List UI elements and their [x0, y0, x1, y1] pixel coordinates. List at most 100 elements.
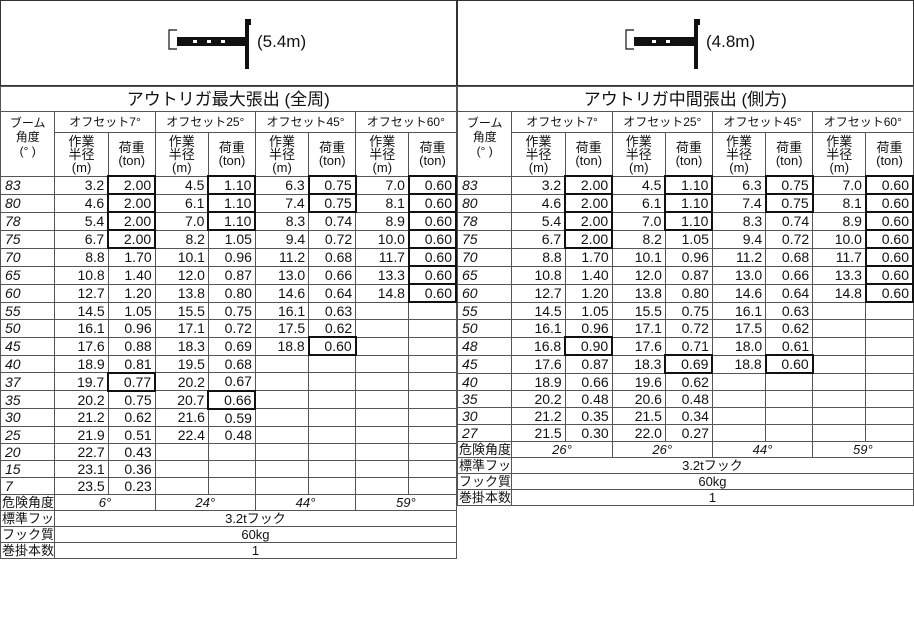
radius-cell: 8.2 [611, 229, 666, 249]
radius-cell [812, 372, 867, 391]
radius-header: 作業 半径 (m) [355, 132, 410, 177]
load-cell [308, 390, 357, 409]
hook-mass-label: フック質量 [0, 525, 56, 543]
radius-cell [812, 424, 867, 442]
boom-angle-cell: 35 [456, 390, 513, 408]
boom-angle-cell: 65 [456, 265, 513, 285]
load-cell: 0.63 [765, 301, 814, 320]
load-cell: 0.62 [107, 408, 156, 427]
radius-cell [812, 319, 867, 338]
radius-cell: 4.5 [611, 175, 666, 195]
boom-angle-cell: 83 [0, 175, 56, 195]
load-cell: 2.00 [564, 193, 614, 213]
radius-cell: 5.4 [511, 211, 566, 231]
boom-diagram-right: (4.8m) [457, 0, 914, 86]
load-cell: 1.40 [564, 265, 613, 285]
table-row: 7 23.5 0.23 [0, 476, 457, 495]
load-cell [408, 336, 457, 356]
radius-cell: 8.8 [54, 247, 109, 267]
danger-angle-value: 26° [611, 441, 713, 458]
radius-cell: 11.7 [355, 247, 410, 267]
standard-hook-row: 標準フック3.2tフック [0, 509, 457, 527]
load-cell [308, 408, 357, 427]
table-row: 83 3.2 2.00 4.5 1.10 6.3 0.75 7.0 0.60 [456, 175, 914, 195]
load-cell: 0.27 [664, 424, 713, 442]
radius-cell: 3.2 [54, 175, 109, 195]
radius-cell: 10.0 [355, 229, 410, 249]
table-row: 35 20.2 0.75 20.7 0.66 [0, 389, 457, 410]
table-row: 48 16.8 0.90 17.6 0.71 18.0 0.61 [456, 336, 914, 356]
load-header: 荷重 (ton) [564, 132, 613, 177]
load-cell [408, 390, 457, 409]
load-header: 荷重 (ton) [408, 132, 457, 177]
table-row: 40 18.9 0.66 19.6 0.62 [456, 372, 914, 391]
load-cell: 1.70 [107, 247, 156, 267]
boom-angle-cell: 75 [0, 229, 56, 249]
radius-cell: 17.5 [254, 319, 310, 338]
boom-length-label: (5.4m) [257, 32, 307, 51]
radius-cell: 14.6 [711, 283, 767, 303]
reeving-count-row: 巻掛本数 1 [0, 541, 457, 559]
boom-angle-cell: 45 [0, 336, 56, 356]
load-header: 荷重 (ton) [865, 132, 914, 177]
radius-cell: 8.9 [812, 211, 867, 231]
radius-cell: 17.1 [611, 319, 666, 338]
danger-angle-value: 24° [154, 493, 256, 511]
load-cell: 0.61 [765, 336, 814, 356]
load-cell [207, 476, 256, 495]
radius-cell: 18.9 [54, 354, 109, 373]
load-cell: 0.96 [564, 319, 613, 338]
radius-cell [254, 425, 310, 444]
load-cell [207, 442, 256, 461]
load-cell: 0.75 [107, 390, 156, 409]
radius-cell: 13.0 [254, 265, 310, 285]
load-cell: 0.87 [207, 265, 256, 285]
radius-cell: 9.4 [254, 229, 310, 249]
load-cell: 2.00 [107, 175, 157, 195]
radius-cell: 6.3 [711, 175, 767, 195]
radius-cell: 16.1 [254, 301, 310, 320]
load-cell: 0.60 [764, 354, 814, 374]
radius-cell: 17.6 [54, 336, 109, 356]
radius-cell: 12.0 [154, 265, 209, 285]
radius-header: 作業 半径 (m) [254, 132, 310, 177]
load-cell: 0.96 [107, 319, 156, 338]
radius-cell: 23.5 [54, 476, 109, 495]
load-cell [865, 424, 914, 442]
radius-cell: 16.1 [711, 301, 767, 320]
radius-cell: 12.0 [611, 265, 666, 285]
hook-mass-label: フック質量 [456, 473, 513, 490]
load-cell: 0.87 [564, 354, 613, 374]
boom-angle-cell: 50 [456, 319, 513, 338]
radius-cell: 7.4 [711, 193, 767, 213]
load-cell [408, 354, 457, 373]
boom-angle-cell: 78 [456, 211, 513, 231]
radius-cell: 17.1 [154, 319, 209, 338]
table-row: 70 8.8 1.70 10.1 0.96 11.2 0.68 11.7 0.60 [0, 247, 458, 267]
load-cell [408, 319, 457, 338]
radius-cell: 14.8 [355, 283, 410, 303]
radius-header: 作業 半径 (m) [812, 132, 867, 177]
radius-header: 作業 半径 (m) [611, 132, 666, 177]
table-row: 50 16.1 0.96 17.1 0.72 17.5 0.62 [0, 319, 457, 338]
load-cell: 2.00 [564, 211, 614, 231]
radius-cell: 7.0 [154, 211, 209, 231]
radius-cell [154, 442, 209, 461]
load-cell: 0.88 [107, 336, 156, 356]
radius-cell: 21.5 [511, 424, 566, 442]
load-cell: 1.10 [664, 193, 714, 213]
load-cell: 2.00 [564, 229, 614, 249]
load-cell: 1.05 [664, 229, 713, 249]
load-cell: 0.75 [307, 193, 357, 213]
load-cell [308, 476, 357, 495]
radius-cell: 8.2 [154, 229, 209, 249]
load-cell: 0.30 [564, 424, 613, 442]
load-cell: 0.64 [765, 283, 814, 303]
radius-cell: 8.8 [511, 247, 566, 267]
hook-mass-row: フック質量60kg [456, 473, 914, 490]
danger-angle-value: 44° [254, 493, 357, 511]
radius-cell: 7.0 [355, 175, 410, 195]
radius-cell: 12.7 [54, 283, 109, 303]
table-row: 70 8.8 1.70 10.1 0.96 11.2 0.68 11.7 0.60 [456, 247, 914, 267]
radius-cell: 4.5 [154, 175, 209, 195]
